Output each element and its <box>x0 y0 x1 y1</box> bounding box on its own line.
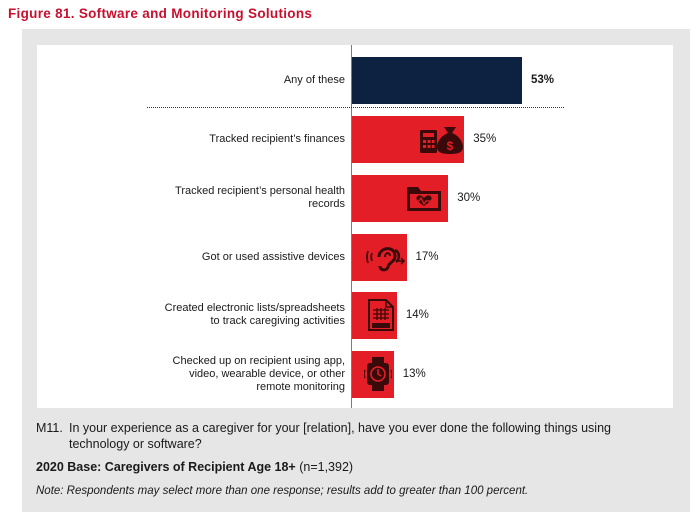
spreadsheet-icon <box>367 298 395 337</box>
value-label: 14% <box>405 309 429 321</box>
category-label-line: Tracked recipient’s finances <box>209 132 345 145</box>
category-label-line: video, wearable device, or other <box>189 367 345 380</box>
category-label: Any of these <box>85 74 345 87</box>
category-label: Checked up on recipient using app, video,… <box>85 355 345 394</box>
figure-title: Figure 81. Software and Monitoring Solut… <box>8 6 313 21</box>
category-label-line: remote monitoring <box>256 380 345 393</box>
category-label-line: Tracked recipient’s personal health <box>175 185 345 197</box>
bar-0 <box>352 56 522 104</box>
question-number: M11. <box>36 421 63 435</box>
category-label-line: Any of these <box>283 73 345 86</box>
category-label-line: records <box>308 198 345 210</box>
footnote: Note: Respondents may select more than o… <box>36 485 529 497</box>
category-label: Got or used assistive devices <box>85 251 345 264</box>
value-label: 30% <box>457 192 481 204</box>
chart-plot-area <box>37 45 673 408</box>
value-label: 35% <box>473 133 497 145</box>
category-label-line: Created electronic lists/spreadsheets <box>164 302 345 314</box>
chart-axis-line <box>351 45 352 408</box>
value-label: 17% <box>415 251 439 263</box>
total-divider <box>147 107 564 108</box>
base-label: 2020 Base: Caregivers of Recipient Age 1… <box>36 460 296 474</box>
svg-text:$: $ <box>447 139 454 153</box>
category-label: Tracked recipient’s personal health recor… <box>85 185 345 211</box>
base-line: 2020 Base: Caregivers of Recipient Age 1… <box>36 460 353 474</box>
smartwatch-icon <box>362 356 393 397</box>
category-label: Created electronic lists/spreadsheets to … <box>85 302 345 328</box>
base-n: (n=1,392) <box>299 460 354 474</box>
category-label: Tracked recipient’s finances <box>85 133 345 146</box>
question-text: In your experience as a caregiver for yo… <box>69 421 611 451</box>
value-label: 53% <box>531 74 555 86</box>
ear-hearing-aid-icon <box>365 241 406 278</box>
health-folder-icon <box>405 183 443 218</box>
money-bag-calculator-icon: $ <box>419 123 465 160</box>
value-label: 13% <box>402 368 426 380</box>
category-label-line: Got or used assistive devices <box>201 250 345 263</box>
category-label-line: to track caregiving activities <box>210 315 346 327</box>
survey-question: M11. In your experience as a caregiver f… <box>36 420 656 452</box>
category-label-line: Checked up on recipient using app, <box>172 354 345 367</box>
